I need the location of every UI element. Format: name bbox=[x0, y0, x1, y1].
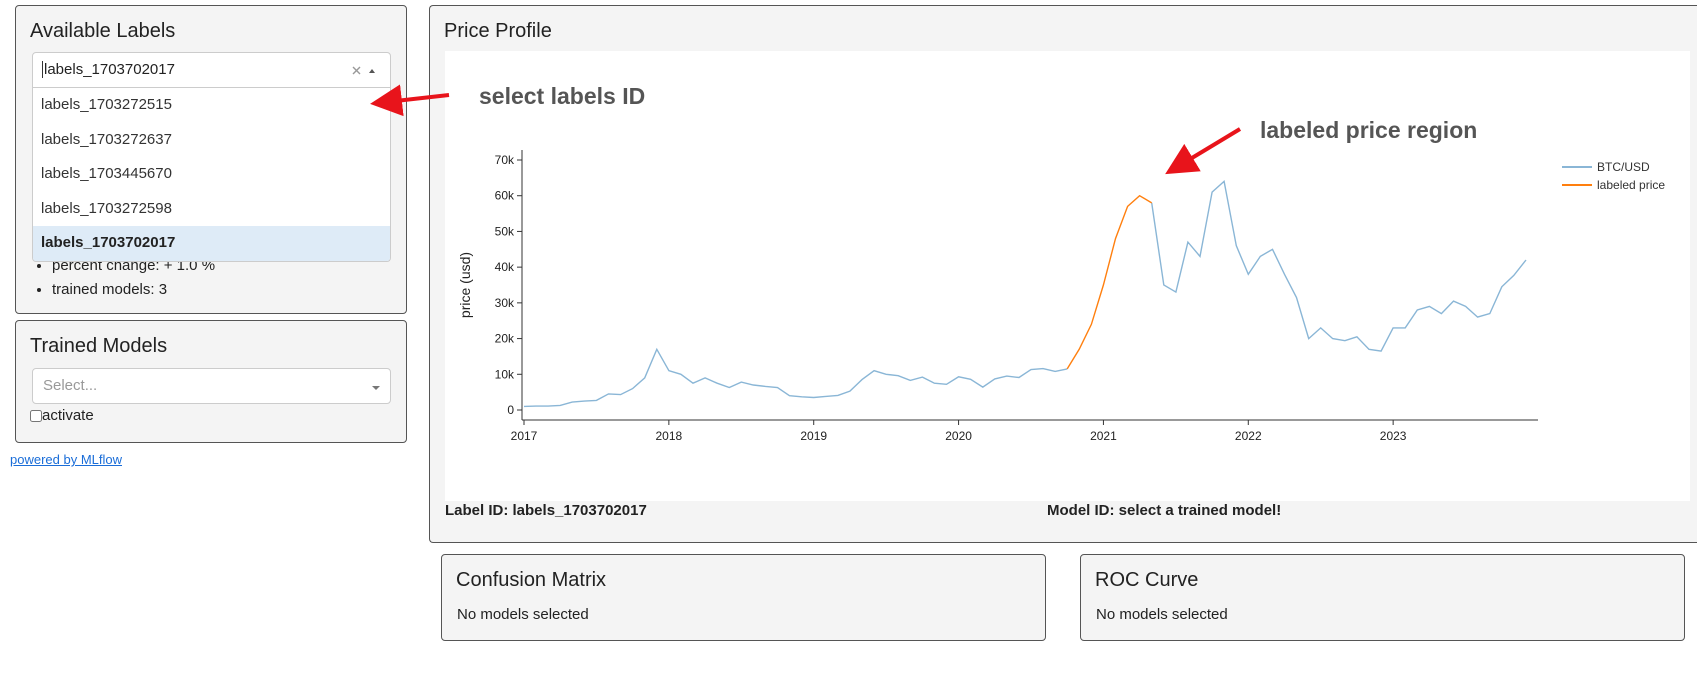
annotation: labeled price region bbox=[1260, 117, 1477, 143]
x-tick-label: 2022 bbox=[1235, 429, 1262, 443]
y-tick-label: 50k bbox=[495, 224, 515, 238]
y-tick-label: 40k bbox=[495, 260, 515, 274]
trained-models-panel: Trained Models Select... activate bbox=[15, 320, 407, 443]
placeholder: Select... bbox=[43, 377, 98, 394]
legend-label: BTC/USD bbox=[1597, 160, 1650, 174]
labels-select[interactable]: labels_1703702017 bbox=[32, 52, 391, 88]
x-tick-label: 2021 bbox=[1090, 429, 1117, 443]
info-item: trained models: 3 bbox=[52, 278, 215, 302]
annotation: select labels ID bbox=[479, 83, 645, 109]
panel-title: ROC Curve bbox=[1095, 569, 1199, 591]
labels-menu: labels_1703272515 labels_1703272637 labe… bbox=[32, 88, 391, 262]
x-tick-label: 2023 bbox=[1380, 429, 1407, 443]
mlflow-link[interactable]: powered by MLflow bbox=[10, 452, 122, 467]
y-tick-label: 70k bbox=[495, 153, 515, 167]
label-option[interactable]: labels_1703272637 bbox=[41, 130, 172, 148]
label-option[interactable]: labels_1703272598 bbox=[41, 199, 172, 217]
panel-message: No models selected bbox=[1096, 606, 1228, 623]
label-option[interactable]: labels_1703272515 bbox=[41, 96, 172, 113]
y-axis-label: price (usd) bbox=[457, 252, 473, 318]
caret bbox=[372, 386, 380, 390]
annotation-arrow bbox=[1165, 127, 1242, 175]
panel-title: Price Profile bbox=[444, 20, 552, 42]
activate-checkbox[interactable]: activate bbox=[30, 407, 94, 424]
plot-background bbox=[445, 51, 1690, 501]
annotation-arrow bbox=[370, 84, 450, 117]
available-labels-panel: Available Labels percent change: + 1.0 %… bbox=[15, 5, 407, 314]
panel-title: Confusion Matrix bbox=[456, 569, 607, 591]
y-tick-label: 30k bbox=[495, 296, 515, 310]
panel-title: Available Labels bbox=[30, 20, 176, 42]
models-select[interactable]: Select... bbox=[32, 368, 391, 404]
series-line bbox=[523, 180, 1527, 408]
confusion-matrix-panel: Confusion Matrix No models selected bbox=[441, 554, 1046, 641]
panel-message: No models selected bbox=[457, 606, 589, 623]
model-id: Model ID: select a trained model! bbox=[1047, 502, 1282, 519]
x-tick-label: 2018 bbox=[656, 429, 683, 443]
label-option[interactable]: labels_1703445670 bbox=[41, 165, 172, 182]
x-tick-label: 2019 bbox=[800, 429, 827, 443]
y-tick-label: 0 bbox=[507, 403, 514, 417]
y-tick-label: 10k bbox=[495, 367, 515, 381]
series-line bbox=[1066, 194, 1153, 370]
x-tick-label: 2017 bbox=[511, 429, 538, 443]
roc-curve-panel: ROC Curve No models selected bbox=[1080, 554, 1685, 641]
label-id: Label ID: labels_1703702017 bbox=[445, 502, 647, 519]
x-tick-label: 2020 bbox=[945, 429, 972, 443]
y-tick-label: 60k bbox=[495, 189, 515, 203]
selected-value: labels_1703702017 bbox=[42, 61, 175, 78]
legend-label: labeled price bbox=[1597, 178, 1665, 192]
label-option[interactable]: labels_1703702017 bbox=[33, 226, 390, 261]
y-tick-label: 20k bbox=[495, 332, 515, 346]
checkbox[interactable] bbox=[30, 409, 42, 422]
panel-title: Trained Models bbox=[30, 335, 168, 357]
select-icons[interactable] bbox=[351, 63, 385, 79]
checkbox-label: activate bbox=[42, 407, 94, 424]
